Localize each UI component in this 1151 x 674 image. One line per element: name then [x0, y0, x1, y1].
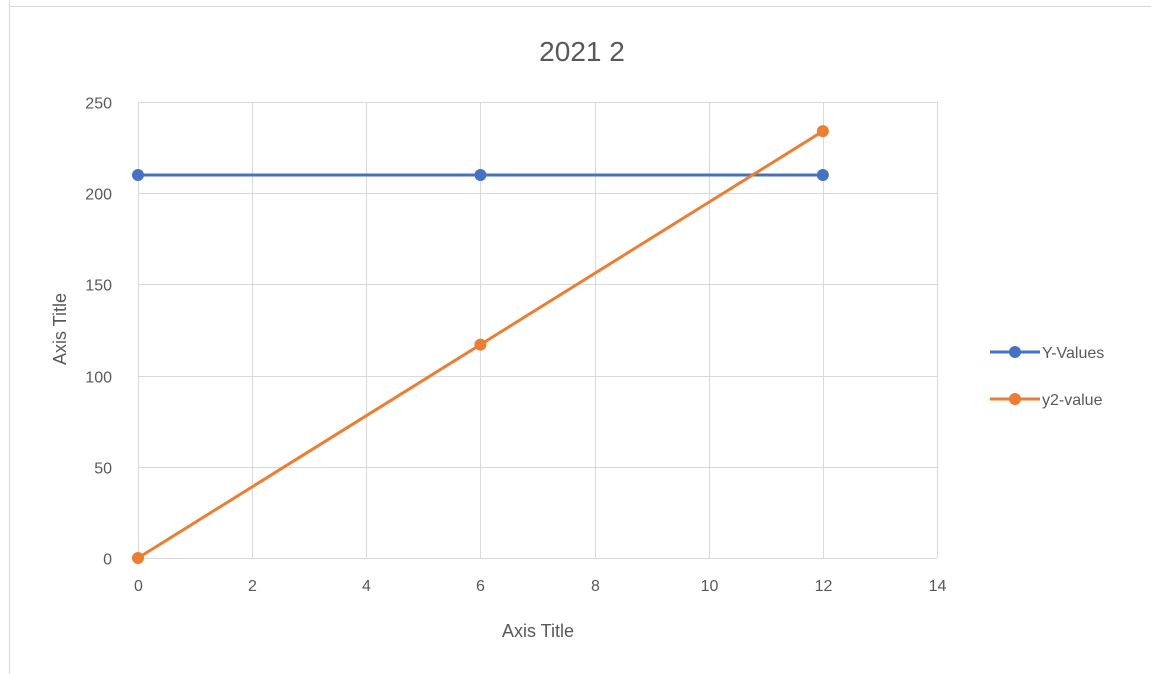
- chart-border-left: [9, 0, 10, 674]
- y-tick-label: 150: [85, 278, 112, 295]
- series-group: [132, 125, 829, 564]
- data-point: [816, 125, 829, 138]
- legend-marker: [1009, 393, 1021, 405]
- x-tick-label: 14: [929, 578, 947, 595]
- y-tick-label: 0: [103, 552, 112, 569]
- chart-title: 2021 2: [539, 36, 625, 67]
- gridlines: [138, 102, 938, 559]
- data-point: [132, 168, 144, 181]
- data-point: [474, 168, 487, 181]
- legend: Y-Values y2-value: [990, 345, 1104, 409]
- chart-border-top: [9, 6, 1151, 7]
- x-axis-tick-labels: 0 2 4 6 8 10 12 14: [134, 578, 946, 595]
- series-1: [132, 168, 829, 181]
- x-tick-label: 2: [248, 578, 257, 595]
- legend-marker: [1009, 346, 1021, 358]
- legend-item: y2-value: [990, 392, 1103, 409]
- y-axis-tick-labels: 0 50 100 150 200 250: [85, 96, 112, 569]
- x-axis-title: Axis Title: [502, 621, 574, 641]
- legend-item: Y-Values: [990, 345, 1104, 362]
- data-point: [132, 552, 144, 564]
- legend-label: Y-Values: [1042, 345, 1104, 362]
- y-tick-label: 50: [94, 461, 112, 478]
- y-axis-title: Axis Title: [50, 293, 70, 365]
- x-tick-label: 6: [476, 578, 485, 595]
- y-tick-label: 250: [85, 96, 112, 113]
- x-tick-label: 10: [701, 578, 719, 595]
- y-tick-label: 200: [85, 187, 112, 204]
- data-point: [816, 168, 829, 181]
- x-tick-label: 4: [362, 578, 371, 595]
- y-tick-label: 100: [85, 370, 112, 387]
- x-tick-label: 8: [591, 578, 600, 595]
- data-point: [474, 338, 487, 351]
- series-2: [132, 125, 829, 564]
- x-tick-label: 0: [134, 578, 143, 595]
- x-tick-label: 12: [815, 578, 833, 595]
- legend-label: y2-value: [1042, 392, 1103, 409]
